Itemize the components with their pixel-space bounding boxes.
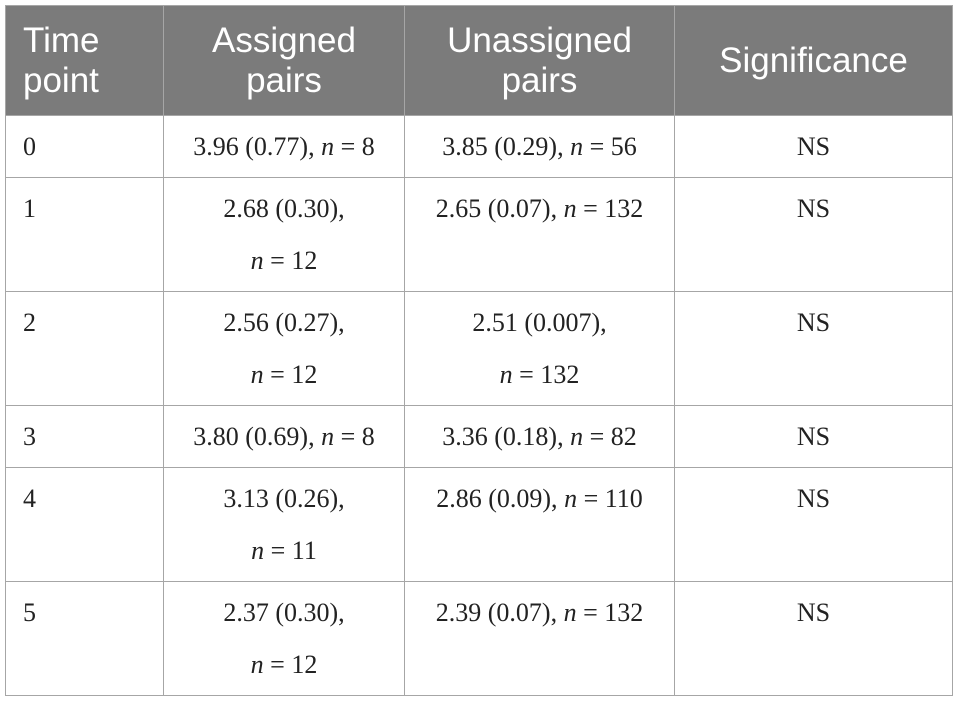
significance-cell: NS bbox=[674, 115, 953, 178]
assigned-n-label: n bbox=[321, 132, 335, 161]
assigned-cell: 2.37 (0.30), n = 12 bbox=[163, 581, 405, 696]
table-header: Time point Assigned pairs Unassigned pai… bbox=[5, 5, 953, 116]
unassigned-cell: 3.36 (0.18), n = 82 bbox=[404, 405, 675, 468]
assigned-value: 3.13 (0.26), bbox=[223, 484, 345, 513]
unassigned-n: n = 132 bbox=[405, 349, 674, 401]
assigned-n-label: n bbox=[250, 246, 264, 275]
unassigned-value: 2.65 (0.07), bbox=[435, 194, 558, 223]
header-time-point: Time point bbox=[5, 5, 164, 116]
unassigned-n-value: = 82 bbox=[583, 422, 637, 451]
unassigned-n-label: n bbox=[564, 484, 578, 513]
table-row: 0 3.96 (0.77), n = 8 3.85 (0.29), n = 56… bbox=[5, 115, 953, 178]
significance-cell: NS bbox=[674, 405, 953, 468]
time-point-cell: 1 bbox=[5, 177, 164, 292]
significance-cell: NS bbox=[674, 177, 953, 292]
assigned-cell: 3.13 (0.26), n = 11 bbox=[163, 467, 405, 582]
header-time-point-line1: Time bbox=[23, 20, 100, 60]
header-time-point-line2: point bbox=[23, 60, 99, 100]
unassigned-cell: 3.85 (0.29), n = 56 bbox=[404, 115, 675, 178]
assigned-value: 2.37 (0.30), bbox=[223, 598, 345, 627]
unassigned-n-label: n bbox=[499, 360, 513, 389]
assigned-n-value: = 12 bbox=[263, 246, 318, 275]
table-row: 4 3.13 (0.26), n = 11 2.86 (0.09), n = 1… bbox=[5, 467, 953, 582]
unassigned-n-value: = 132 bbox=[576, 194, 644, 223]
unassigned-value: 2.51 (0.007), bbox=[472, 308, 607, 337]
assigned-n: n = 12 bbox=[164, 349, 404, 401]
unassigned-n-label: n bbox=[570, 422, 584, 451]
unassigned-cell: 2.51 (0.007), n = 132 bbox=[404, 291, 675, 406]
header-assigned-line1: Assigned bbox=[212, 20, 356, 60]
unassigned-cell: 2.86 (0.09), n = 110 bbox=[404, 467, 675, 582]
header-unassigned-line2: pairs bbox=[501, 60, 578, 100]
unassigned-n-value: = 132 bbox=[512, 360, 580, 389]
table-row: 2 2.56 (0.27), n = 12 2.51 (0.007), n = … bbox=[5, 291, 953, 406]
assigned-value: 3.80 (0.69), bbox=[193, 422, 315, 451]
unassigned-n-value: = 56 bbox=[583, 132, 637, 161]
assigned-n-label: n bbox=[321, 422, 335, 451]
significance-cell: NS bbox=[674, 467, 953, 582]
assigned-n-value: = 8 bbox=[334, 132, 375, 161]
header-row: Time point Assigned pairs Unassigned pai… bbox=[5, 5, 953, 116]
assigned-cell: 3.80 (0.69), n = 8 bbox=[163, 405, 405, 468]
header-significance: Significance bbox=[674, 5, 953, 116]
unassigned-cell: 2.65 (0.07), n = 132 bbox=[404, 177, 675, 292]
assigned-n: n = 11 bbox=[164, 525, 404, 577]
unassigned-n-label: n bbox=[563, 598, 577, 627]
header-assigned-line2: pairs bbox=[246, 60, 322, 100]
assigned-n-label: n bbox=[250, 360, 264, 389]
unassigned-cell: 2.39 (0.07), n = 132 bbox=[404, 581, 675, 696]
assigned-cell: 2.56 (0.27), n = 12 bbox=[163, 291, 405, 406]
assigned-n-value: = 12 bbox=[263, 360, 318, 389]
header-unassigned-pairs: Unassigned pairs bbox=[404, 5, 675, 116]
time-point-cell: 0 bbox=[5, 115, 164, 178]
unassigned-value: 2.39 (0.07), bbox=[435, 598, 558, 627]
assigned-n: n = 12 bbox=[164, 235, 404, 287]
assigned-n-label: n bbox=[250, 650, 264, 679]
table-row: 5 2.37 (0.30), n = 12 2.39 (0.07), n = 1… bbox=[5, 581, 953, 696]
assigned-value: 2.68 (0.30), bbox=[223, 194, 345, 223]
assigned-cell: 2.68 (0.30), n = 12 bbox=[163, 177, 405, 292]
time-point-cell: 5 bbox=[5, 581, 164, 696]
table-row: 1 2.68 (0.30), n = 12 2.65 (0.07), n = 1… bbox=[5, 177, 953, 292]
significance-cell: NS bbox=[674, 581, 953, 696]
table-row: 3 3.80 (0.69), n = 8 3.36 (0.18), n = 82… bbox=[5, 405, 953, 468]
header-assigned-pairs: Assigned pairs bbox=[163, 5, 405, 116]
unassigned-n-value: = 110 bbox=[577, 484, 643, 513]
assigned-value: 2.56 (0.27), bbox=[223, 308, 345, 337]
assigned-n: n = 12 bbox=[164, 639, 404, 691]
assigned-cell: 3.96 (0.77), n = 8 bbox=[163, 115, 405, 178]
unassigned-n-label: n bbox=[563, 194, 577, 223]
unassigned-n-value: = 132 bbox=[576, 598, 644, 627]
time-point-cell: 2 bbox=[5, 291, 164, 406]
header-unassigned-line1: Unassigned bbox=[447, 20, 632, 60]
table-body: 0 3.96 (0.77), n = 8 3.85 (0.29), n = 56… bbox=[5, 115, 953, 696]
unassigned-value: 3.85 (0.29), bbox=[442, 132, 564, 161]
results-table: Time point Assigned pairs Unassigned pai… bbox=[5, 5, 953, 696]
assigned-n-value: = 8 bbox=[334, 422, 375, 451]
time-point-cell: 4 bbox=[5, 467, 164, 582]
significance-cell: NS bbox=[674, 291, 953, 406]
time-point-cell: 3 bbox=[5, 405, 164, 468]
unassigned-n-label: n bbox=[570, 132, 584, 161]
unassigned-value: 3.36 (0.18), bbox=[442, 422, 564, 451]
unassigned-value: 2.86 (0.09), bbox=[436, 484, 558, 513]
assigned-value: 3.96 (0.77), bbox=[193, 132, 315, 161]
assigned-n-value: = 12 bbox=[263, 650, 318, 679]
assigned-n-value: = 11 bbox=[264, 536, 317, 565]
assigned-n-label: n bbox=[251, 536, 265, 565]
